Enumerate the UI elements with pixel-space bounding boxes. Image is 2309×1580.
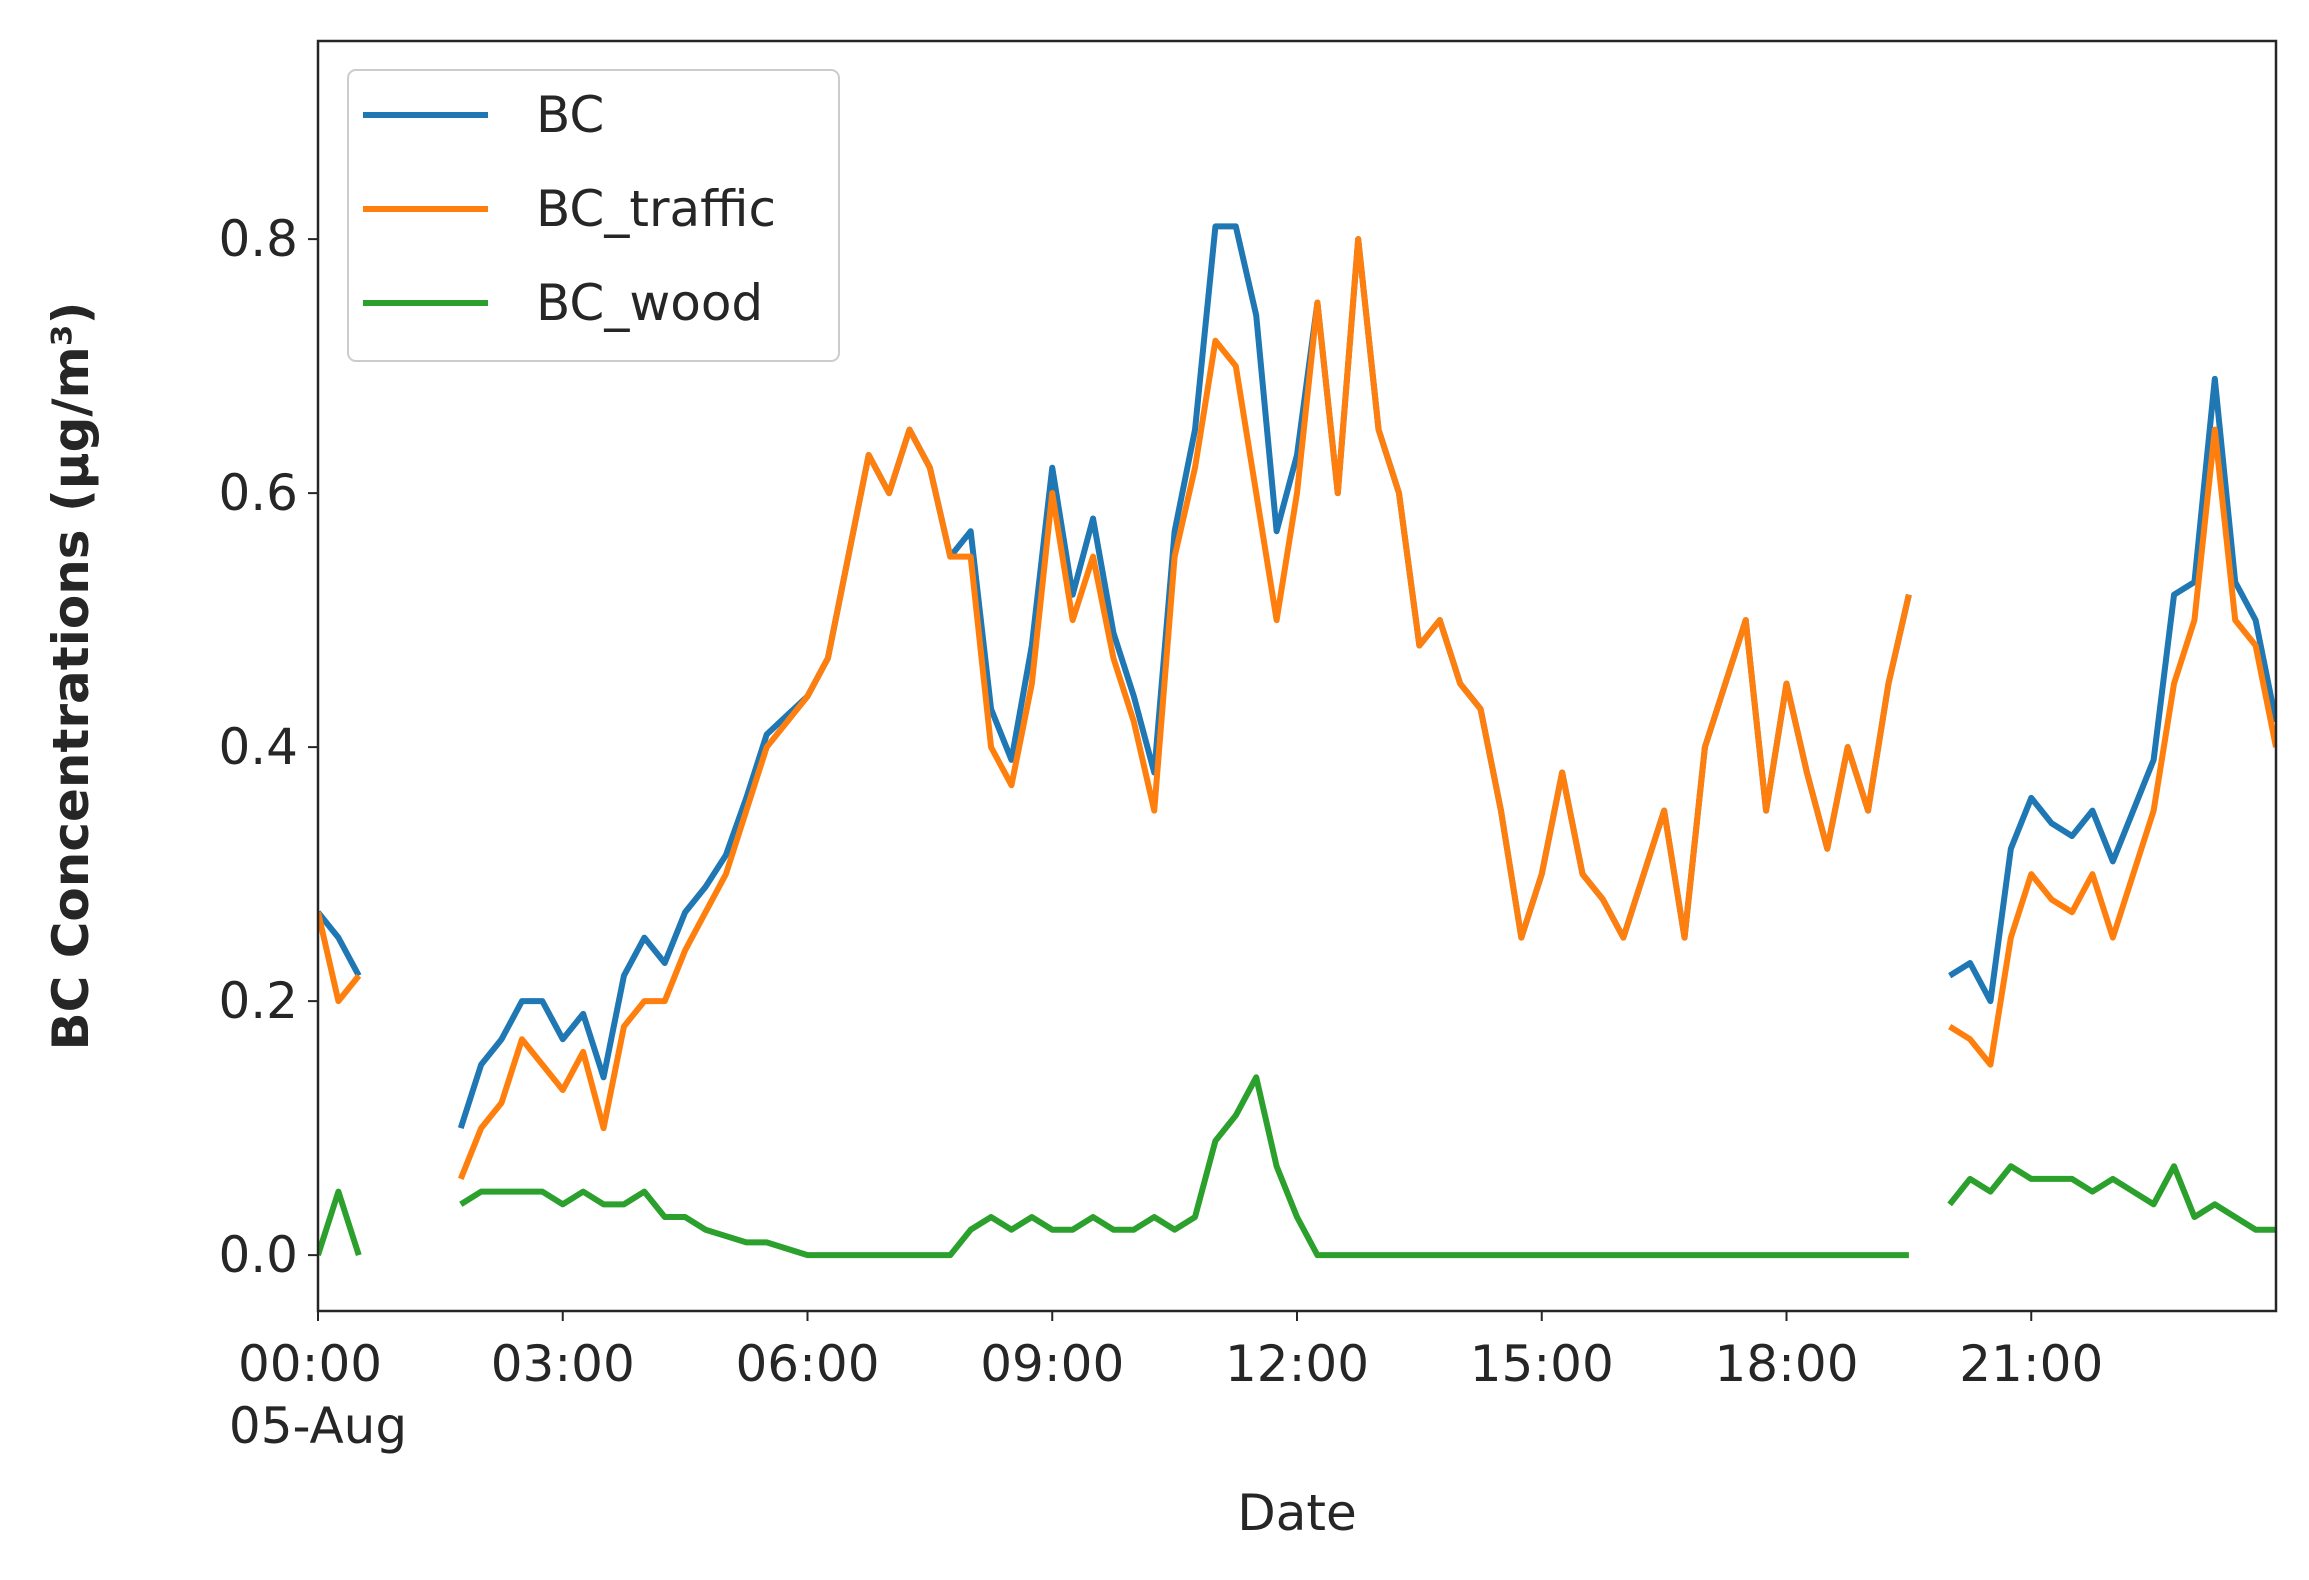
- x-tick-label: 06:00: [735, 1335, 879, 1393]
- y-tick-label: 0.2: [218, 972, 298, 1030]
- y-tick-label: 0.0: [218, 1226, 298, 1284]
- y-tick-label: 0.4: [218, 718, 298, 776]
- x-tick-label: 15:00: [1470, 1335, 1614, 1393]
- x-tick-label: 18:00: [1714, 1335, 1858, 1393]
- y-axis-label: BC Concentrations (μg/m³): [42, 302, 100, 1051]
- y-tick-label: 0.6: [218, 464, 298, 522]
- legend-box: [347, 69, 840, 362]
- x-tick-label: 03:00: [491, 1335, 635, 1393]
- x-tick-label: 21:00: [1959, 1335, 2103, 1393]
- x-tick-label: 09:00: [980, 1335, 1124, 1393]
- legend-label: BC_traffic: [536, 180, 776, 238]
- series-line: [318, 236, 2276, 1181]
- legend-label: BC_wood: [536, 274, 763, 332]
- x-tick-label: 00:00 05-Aug: [229, 1335, 407, 1455]
- legend-label: BC: [536, 86, 604, 144]
- series-line: [318, 1074, 2276, 1259]
- x-axis-label: Date: [1237, 1484, 1357, 1542]
- plot-frame: [316, 39, 2278, 1313]
- x-tick-label: 12:00: [1225, 1335, 1369, 1393]
- y-tick-label: 0.8: [218, 210, 298, 268]
